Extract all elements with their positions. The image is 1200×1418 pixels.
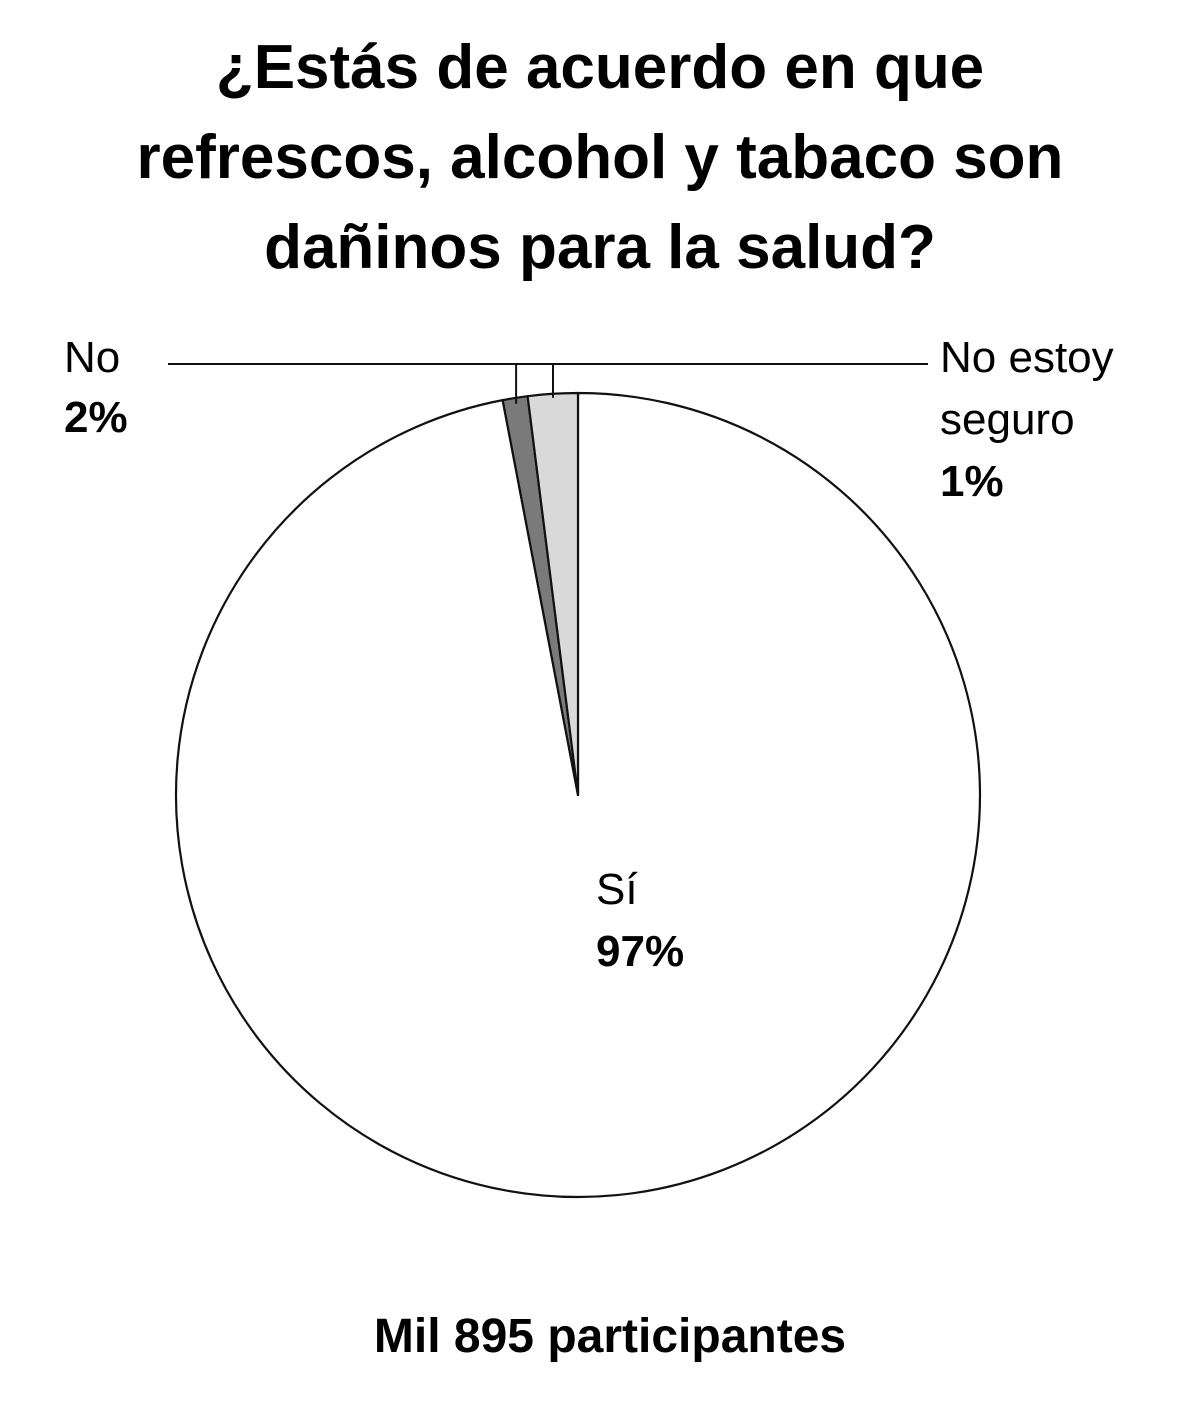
participants-footer: Mil 895 participantes	[374, 1310, 846, 1363]
slice-label-no: No	[64, 333, 120, 382]
slice-label-no-estoy-seguro: seguro	[940, 395, 1075, 444]
leader-lines	[168, 363, 928, 404]
slice-value-no-estoy-seguro: 1%	[940, 457, 1004, 506]
slice-labels: Sí 97% No estoy seguro 1% No 2%	[64, 333, 1114, 976]
slice-value-si: 97%	[596, 927, 684, 976]
slice-label-no-estoy-seguro: No estoy	[940, 333, 1114, 382]
chart-title: ¿Estás de acuerdo en que refrescos, alcoh…	[137, 33, 1064, 282]
leader-line-no	[168, 363, 554, 398]
title-line: refrescos, alcohol y tabaco son	[137, 123, 1064, 192]
slice-label-si: Sí	[596, 865, 638, 914]
title-line: dañinos para la salud?	[264, 213, 936, 282]
title-line: ¿Estás de acuerdo en que	[216, 33, 984, 102]
slice-value-no: 2%	[64, 393, 128, 442]
pie-slices	[174, 391, 982, 1199]
